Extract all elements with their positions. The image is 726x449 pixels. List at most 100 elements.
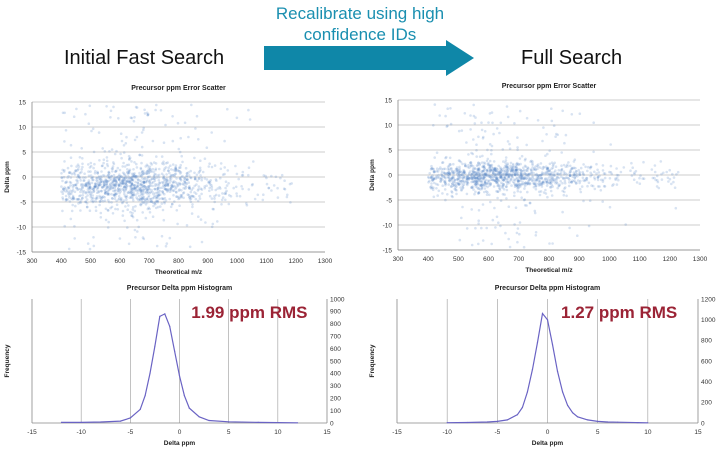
data-point xyxy=(150,170,153,173)
data-point xyxy=(603,172,607,175)
data-point xyxy=(516,227,520,230)
data-point xyxy=(148,188,151,191)
data-point xyxy=(455,182,458,185)
data-point xyxy=(482,169,485,173)
data-point xyxy=(176,222,179,226)
data-point xyxy=(142,181,146,184)
chart-title: Precursor Delta ppm Histogram xyxy=(495,285,600,292)
data-point xyxy=(76,163,80,166)
data-point xyxy=(81,196,84,200)
arrow-shape xyxy=(264,40,474,76)
data-point xyxy=(157,194,160,197)
data-point xyxy=(186,193,190,196)
data-point xyxy=(581,172,585,176)
data-point xyxy=(166,182,169,186)
data-point xyxy=(483,175,487,178)
data-point xyxy=(608,177,612,180)
data-point xyxy=(139,166,143,170)
data-point xyxy=(494,174,497,178)
data-point xyxy=(525,182,529,185)
data-point xyxy=(87,179,91,182)
histogram-point xyxy=(541,312,544,315)
data-point xyxy=(221,192,224,195)
data-point xyxy=(495,169,498,173)
data-point xyxy=(501,186,504,190)
data-point xyxy=(429,186,433,190)
data-point xyxy=(89,174,93,177)
data-point xyxy=(136,185,139,188)
data-point xyxy=(511,164,515,167)
data-point xyxy=(473,192,476,196)
data-point xyxy=(465,176,469,179)
data-point xyxy=(94,184,97,188)
data-point xyxy=(499,174,503,178)
y-tick-label: -10 xyxy=(17,224,27,231)
data-point xyxy=(433,156,436,159)
data-point xyxy=(473,170,476,174)
data-point xyxy=(128,184,132,188)
data-point xyxy=(441,178,444,182)
data-point xyxy=(595,162,598,166)
data-point xyxy=(563,177,567,180)
data-point xyxy=(110,181,113,184)
data-point xyxy=(516,187,519,190)
data-point xyxy=(466,180,469,184)
data-point xyxy=(134,180,137,184)
data-point xyxy=(447,173,450,176)
data-point xyxy=(123,219,126,223)
data-point xyxy=(462,175,466,178)
data-point xyxy=(140,202,144,205)
data-point xyxy=(557,184,561,188)
data-point xyxy=(118,237,122,240)
data-point xyxy=(129,187,133,191)
data-point xyxy=(241,173,245,177)
data-point xyxy=(128,180,132,183)
data-point xyxy=(69,217,73,221)
data-point xyxy=(434,176,438,179)
data-point xyxy=(99,180,103,184)
data-point xyxy=(456,169,459,173)
data-point xyxy=(430,175,433,179)
data-point xyxy=(109,178,112,182)
data-point xyxy=(205,184,208,187)
data-point xyxy=(109,185,112,188)
data-point xyxy=(180,154,183,158)
data-point xyxy=(140,172,144,176)
data-point xyxy=(183,180,187,184)
data-point xyxy=(465,178,469,181)
data-point xyxy=(496,190,499,193)
data-point xyxy=(131,174,134,178)
data-point xyxy=(70,209,74,213)
data-point xyxy=(143,187,146,190)
histogram-point xyxy=(198,416,200,418)
data-point xyxy=(113,183,117,186)
data-point xyxy=(508,147,512,150)
data-point xyxy=(431,167,435,171)
data-point xyxy=(106,185,110,189)
data-point xyxy=(500,174,504,177)
data-point xyxy=(655,185,659,188)
data-point xyxy=(124,176,127,179)
data-point xyxy=(517,179,521,182)
data-point xyxy=(104,187,108,191)
data-point xyxy=(513,191,516,194)
data-point xyxy=(567,184,571,188)
data-point xyxy=(163,200,166,204)
data-point xyxy=(486,168,489,172)
data-point xyxy=(172,189,176,192)
data-point xyxy=(64,199,68,202)
data-point xyxy=(142,184,146,188)
data-point xyxy=(569,168,573,172)
data-point xyxy=(99,211,103,215)
data-point xyxy=(64,129,68,132)
data-point xyxy=(142,181,146,184)
data-point xyxy=(556,182,559,185)
data-point xyxy=(501,173,504,176)
data-point xyxy=(512,170,515,174)
data-point xyxy=(62,188,66,191)
data-point xyxy=(147,171,151,174)
data-point xyxy=(461,173,464,177)
data-point xyxy=(265,182,269,186)
x-tick-label: 1300 xyxy=(318,258,333,265)
data-point xyxy=(466,178,469,181)
